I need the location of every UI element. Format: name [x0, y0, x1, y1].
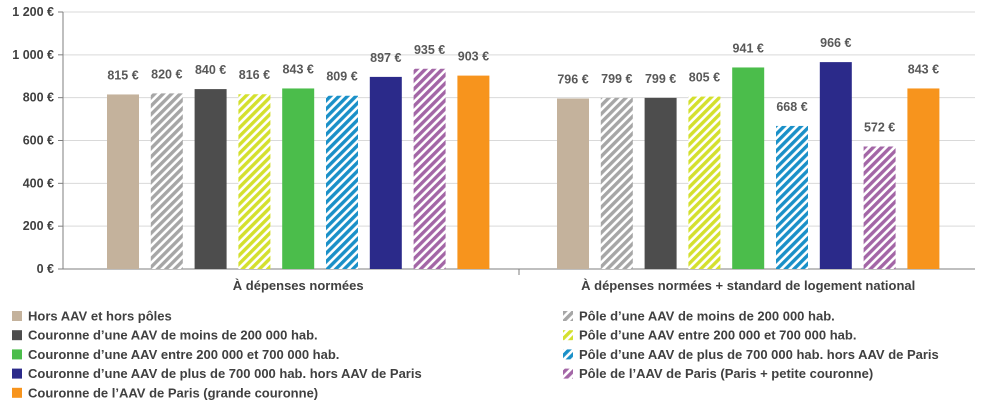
legend-swatch	[563, 330, 573, 341]
data-label: 572 €	[864, 120, 895, 134]
y-tick-label: 1 200 €	[12, 5, 54, 19]
data-label: 799 €	[645, 72, 676, 86]
legend-swatch	[12, 311, 22, 321]
data-labels: 815 € 820 € 840 € 816 € 843 € 809 € 897 € 935 €…	[107, 36, 939, 134]
legend-swatch	[563, 349, 573, 360]
data-label: 805 €	[689, 71, 720, 85]
x-axis: À dépenses normées À dépenses normées + s…	[233, 269, 915, 293]
bar	[644, 97, 677, 270]
bar	[194, 89, 227, 269]
y-tick-label: 0 €	[37, 262, 54, 276]
legend-label: Pôle d’une AAV de moins de 200 000 hab.	[579, 309, 835, 324]
bar	[863, 146, 896, 269]
bar	[819, 62, 852, 269]
legend-label: Pôle d’une AAV entre 200 000 et 700 000 …	[579, 328, 856, 343]
legend-label: Couronne d’une AAV entre 200 000 et 700 …	[28, 347, 339, 362]
bar	[557, 98, 589, 269]
bar	[776, 125, 808, 269]
legend-swatch	[12, 387, 22, 398]
bar	[282, 88, 315, 270]
data-label: 796 €	[557, 73, 588, 87]
legend-label: Hors AAV et hors pôles	[28, 309, 172, 324]
legend-swatch	[12, 349, 22, 360]
data-label: 843 €	[908, 62, 939, 76]
data-label: 843 €	[283, 62, 314, 76]
bar	[732, 67, 765, 269]
legend-swatch	[12, 368, 22, 379]
data-label: 941 €	[733, 41, 764, 55]
data-label: 799 €	[601, 72, 632, 86]
data-label: 897 €	[370, 51, 401, 65]
data-label: 820 €	[151, 67, 182, 81]
legend-swatch	[12, 330, 22, 341]
legend-label: Couronne d’une AAV de moins de 200 000 h…	[28, 328, 318, 343]
bar	[907, 88, 940, 270]
bar	[238, 94, 271, 270]
legend-swatch	[563, 311, 573, 321]
bar	[107, 94, 139, 270]
y-tick-label: 400 €	[23, 176, 54, 190]
legend-label: Couronne d’une AAV de plus de 700 000 ha…	[28, 366, 422, 381]
bar	[688, 96, 721, 270]
legend-label: Pôle de l’AAV de Paris (Paris + petite c…	[579, 366, 873, 381]
data-label: 840 €	[195, 63, 226, 77]
legend-swatch	[563, 368, 573, 379]
bar	[600, 97, 633, 270]
data-label: 966 €	[820, 36, 851, 50]
bar	[369, 76, 402, 269]
data-label: 816 €	[239, 68, 270, 82]
bar	[150, 93, 183, 269]
y-tick-label: 600 €	[23, 134, 54, 148]
y-tick-label: 800 €	[23, 91, 54, 105]
y-tick-label: 1 000 €	[12, 48, 54, 62]
bar	[457, 75, 490, 269]
data-label: 815 €	[107, 68, 138, 82]
category-label: À dépenses normées	[233, 278, 364, 293]
data-label: 935 €	[414, 43, 445, 57]
bar	[326, 95, 358, 269]
bars	[107, 62, 940, 270]
y-tick-label: 200 €	[23, 219, 54, 233]
bar	[413, 68, 446, 269]
data-label: 903 €	[458, 50, 489, 64]
category-label: À dépenses normées + standard de logemen…	[581, 278, 915, 293]
data-label: 668 €	[776, 100, 807, 114]
legend-label: Pôle d’une AAV de plus de 700 000 hab. h…	[579, 347, 939, 362]
data-label: 809 €	[326, 70, 357, 84]
legend-label: Couronne de l’AAV de Paris (grande couro…	[28, 385, 318, 400]
legend: Hors AAV et hors pôles Couronne d’une AAV…	[12, 309, 939, 400]
